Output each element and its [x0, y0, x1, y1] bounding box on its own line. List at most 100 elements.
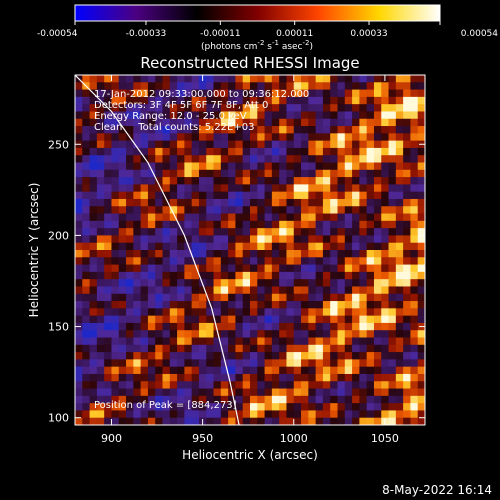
heatmap-cell: [279, 162, 287, 171]
heatmap-cell: [147, 286, 156, 295]
heatmap-cell: [198, 250, 207, 258]
heatmap-cell: [213, 191, 222, 200]
heatmap-cell: [344, 111, 353, 120]
heatmap-cell: [184, 403, 193, 411]
heatmap-cell: [388, 352, 397, 360]
heatmap-cell: [301, 395, 309, 404]
heatmap-cell: [147, 344, 156, 353]
heatmap-cell: [315, 242, 324, 251]
heatmap-cell: [140, 301, 149, 309]
heatmap-cell: [315, 417, 324, 425]
heatmap-cell: [220, 82, 229, 90]
heatmap-cell: [417, 388, 425, 397]
heatmap-cell: [147, 352, 156, 360]
heatmap-cell: [235, 155, 244, 163]
heatmap-cell: [177, 206, 185, 214]
heatmap-cell: [301, 410, 309, 419]
heatmap-cell: [330, 75, 338, 83]
heatmap-cell: [279, 293, 287, 302]
heatmap-cell: [366, 264, 375, 273]
heatmap-cell: [126, 388, 134, 397]
heatmap-cell: [104, 162, 112, 171]
heatmap-cell: [359, 111, 368, 120]
heatmap-cell: [308, 286, 317, 295]
heatmap-cell: [235, 104, 244, 112]
heatmap-cell: [89, 388, 98, 397]
heatmap-cell: [140, 155, 149, 163]
heatmap-cell: [213, 330, 222, 338]
heatmap-cell: [228, 337, 236, 346]
heatmap-cell: [213, 126, 222, 134]
heatmap-cell: [96, 162, 105, 171]
heatmap-cell: [155, 366, 163, 375]
heatmap-cell: [75, 147, 83, 156]
heatmap-cell: [184, 352, 193, 360]
heatmap-cell: [308, 140, 317, 149]
heatmap-cell: [286, 293, 295, 302]
heatmap-cell: [359, 322, 368, 331]
heatmap-cell: [104, 403, 112, 411]
heatmap-cell: [395, 177, 404, 185]
heatmap-cell: [395, 82, 404, 90]
heatmap-cell: [403, 271, 411, 280]
heatmap-cell: [344, 177, 353, 185]
heatmap-cell: [111, 96, 120, 105]
heatmap-cell: [410, 147, 419, 156]
heatmap-cell: [184, 228, 193, 236]
heatmap-cell: [177, 381, 185, 389]
heatmap-cell: [366, 111, 375, 120]
heatmap-cell: [82, 191, 90, 200]
heatmap-cell: [126, 381, 134, 389]
heatmap-cell: [417, 264, 425, 273]
heatmap-cell: [403, 82, 411, 90]
heatmap-cell: [344, 403, 353, 411]
heatmap-cell: [417, 191, 425, 200]
heatmap-cell: [242, 308, 251, 317]
heatmap-cell: [417, 381, 425, 389]
heatmap-cell: [133, 169, 142, 178]
heatmap-cell: [308, 279, 317, 287]
heatmap-cell: [191, 228, 200, 236]
heatmap-cell: [198, 381, 207, 389]
heatmap-cell: [235, 344, 244, 353]
heatmap-cell: [242, 257, 251, 265]
heatmap-cell: [293, 133, 302, 142]
heatmap-cell: [250, 286, 258, 295]
heatmap-cell: [140, 126, 149, 134]
heatmap-cell: [381, 322, 389, 331]
heatmap-cell: [198, 96, 207, 105]
heatmap-cell: [322, 96, 331, 105]
heatmap-cell: [184, 177, 193, 185]
heatmap-cell: [155, 308, 163, 317]
heatmap-cell: [395, 417, 404, 425]
heatmap-cell: [191, 191, 200, 200]
heatmap-cell: [118, 359, 127, 368]
heatmap-cell: [191, 337, 200, 346]
heatmap-cell: [177, 104, 185, 112]
heatmap-cell: [315, 315, 324, 324]
heatmap-cell: [308, 293, 317, 302]
heatmap-cell: [301, 169, 309, 178]
heatmap-cell: [228, 155, 236, 163]
heatmap-cell: [228, 235, 236, 244]
heatmap-cell: [250, 271, 258, 280]
heatmap-cell: [330, 147, 338, 156]
heatmap-cell: [220, 322, 229, 331]
heatmap-cell: [220, 118, 229, 127]
heatmap-cell: [250, 257, 258, 265]
heatmap-cell: [403, 279, 411, 287]
heatmap-cell: [162, 140, 171, 149]
heatmap-cell: [147, 89, 156, 98]
heatmap-cell: [366, 286, 375, 295]
heatmap-cell: [315, 257, 324, 265]
heatmap-cell: [111, 104, 120, 112]
heatmap-cell: [352, 191, 360, 200]
heatmap-cell: [133, 147, 142, 156]
heatmap-cell: [271, 315, 280, 324]
heatmap-cell: [118, 279, 127, 287]
heatmap-cell: [293, 235, 302, 244]
heatmap-cell: [126, 220, 134, 229]
heatmap-cell: [133, 213, 142, 222]
heatmap-cell: [337, 89, 346, 98]
heatmap-cell: [381, 82, 389, 90]
